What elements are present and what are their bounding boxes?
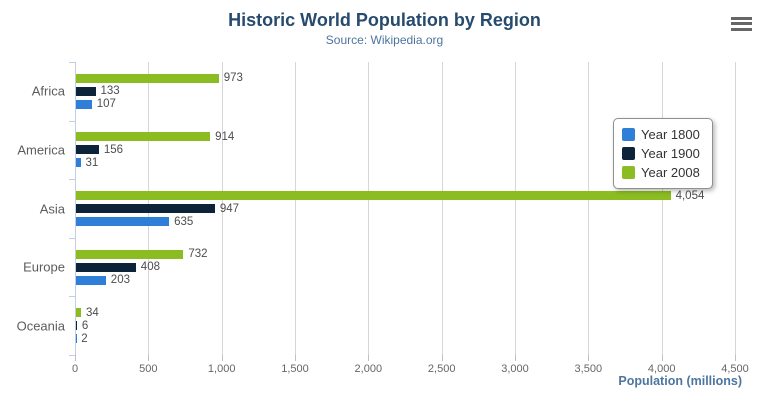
y-axis-tick xyxy=(69,237,75,239)
bar-year-1800-asia[interactable] xyxy=(76,217,170,226)
bar-value-label: 2 xyxy=(81,332,88,345)
bar-value-label: 156 xyxy=(103,143,124,156)
gridline xyxy=(295,62,296,355)
bar-year-2008-oceania[interactable] xyxy=(76,308,81,318)
bar-value-label: 34 xyxy=(86,306,99,319)
chart-title: Historic World Population by Region xyxy=(228,10,541,30)
x-axis-tick xyxy=(75,355,76,361)
bar-value-label: 203 xyxy=(110,274,130,287)
gridline xyxy=(441,62,443,355)
x-axis-tick xyxy=(368,355,370,361)
x-axis-tick xyxy=(588,355,590,361)
x-axis-tick-label: 1,000 xyxy=(207,363,236,375)
bar-year-2008-europe[interactable] xyxy=(76,249,184,259)
x-axis-tick-label: 0 xyxy=(71,363,79,375)
bar-value-label: 4,054 xyxy=(675,189,705,202)
x-axis-title: Population (millions) xyxy=(618,374,742,388)
legend-item-label: Year 1800 xyxy=(641,127,700,142)
bar-value-label: 6 xyxy=(81,319,89,332)
bar-value-label: 947 xyxy=(219,202,240,215)
bar-year-1900-asia[interactable] xyxy=(76,204,215,213)
legend-swatch xyxy=(622,147,635,160)
bar-value-label: 635 xyxy=(174,215,194,228)
chart-subtitle: Source: Wikipedia.org xyxy=(325,33,444,47)
y-axis-category-label: America xyxy=(17,142,65,158)
gridline xyxy=(735,62,736,355)
y-axis-tick xyxy=(69,179,75,181)
legend-swatch xyxy=(622,166,635,179)
gridline xyxy=(588,62,590,355)
x-axis-tick-label: 3,500 xyxy=(574,363,603,375)
legend-item-label: Year 2008 xyxy=(641,165,700,180)
bar-year-1800-europe[interactable] xyxy=(76,275,106,285)
y-axis-tick xyxy=(69,120,75,122)
bar-year-2008-america[interactable] xyxy=(76,132,211,142)
bar-year-2008-asia[interactable] xyxy=(76,191,671,200)
bar-year-2008-africa[interactable] xyxy=(76,73,219,83)
hamburger-icon xyxy=(728,16,754,31)
x-axis-tick xyxy=(148,355,150,361)
export-menu-button[interactable] xyxy=(728,14,754,36)
y-axis-tick xyxy=(69,355,75,356)
bar-value-label: 732 xyxy=(188,248,208,261)
bar-year-1900-europe[interactable] xyxy=(76,262,136,272)
legend-item-year-1900[interactable]: Year 1900 xyxy=(622,144,700,163)
bar-year-1900-oceania[interactable] xyxy=(76,321,77,331)
x-axis-tick xyxy=(295,355,296,361)
x-axis-tick xyxy=(441,355,443,361)
plot-area: 0 500 1,000 1,500 2,000 2,500 3,000 3,500 4,000 4… xyxy=(17,62,749,375)
x-axis-tick xyxy=(661,355,663,361)
x-axis-tick xyxy=(735,355,736,361)
x-axis-tick-label: 500 xyxy=(139,363,158,375)
legend: Year 1800 Year 1900 Year 2008 xyxy=(613,118,713,189)
x-axis-tick-label: 2,500 xyxy=(427,363,456,375)
x-axis-tick xyxy=(221,355,223,361)
legend-item-year-2008[interactable]: Year 2008 xyxy=(622,163,700,182)
gridline xyxy=(221,62,223,355)
y-axis-category-label: Asia xyxy=(39,201,65,216)
y-axis-line xyxy=(75,62,76,355)
bar-value-label: 408 xyxy=(140,261,160,274)
bar-year-1900-america[interactable] xyxy=(76,145,99,155)
x-axis-tick-label: 3,000 xyxy=(501,363,529,375)
bar-value-label: 973 xyxy=(223,72,243,85)
y-axis-category-label: Africa xyxy=(31,83,65,99)
gridline xyxy=(368,62,370,355)
x-axis-tick-label: 4,000 xyxy=(647,363,676,375)
x-axis-tick xyxy=(515,355,516,361)
y-axis-tick xyxy=(69,62,75,63)
bar-year-1900-africa[interactable] xyxy=(76,86,96,96)
legend-item-year-1800[interactable]: Year 1800 xyxy=(622,125,700,144)
legend-swatch xyxy=(622,128,635,141)
bar-value-label: 31 xyxy=(85,156,99,169)
y-axis-tick xyxy=(69,296,75,298)
bar-value-label: 133 xyxy=(100,85,120,98)
gridline xyxy=(661,62,663,355)
x-axis-tick-label: 4,500 xyxy=(721,363,749,375)
y-axis-category-label: Europe xyxy=(23,259,65,275)
gridline xyxy=(515,62,516,355)
bar-value-label: 914 xyxy=(215,130,235,143)
x-axis-tick-label: 1,500 xyxy=(281,363,309,375)
bar-year-1800-africa[interactable] xyxy=(76,99,92,109)
x-axis-tick-label: 2,000 xyxy=(354,363,383,375)
y-axis-category-label: Oceania xyxy=(16,318,65,334)
legend-item-label: Year 1900 xyxy=(641,146,700,161)
bar-year-1800-america[interactable] xyxy=(76,158,81,168)
bar-value-label: 107 xyxy=(96,98,116,111)
